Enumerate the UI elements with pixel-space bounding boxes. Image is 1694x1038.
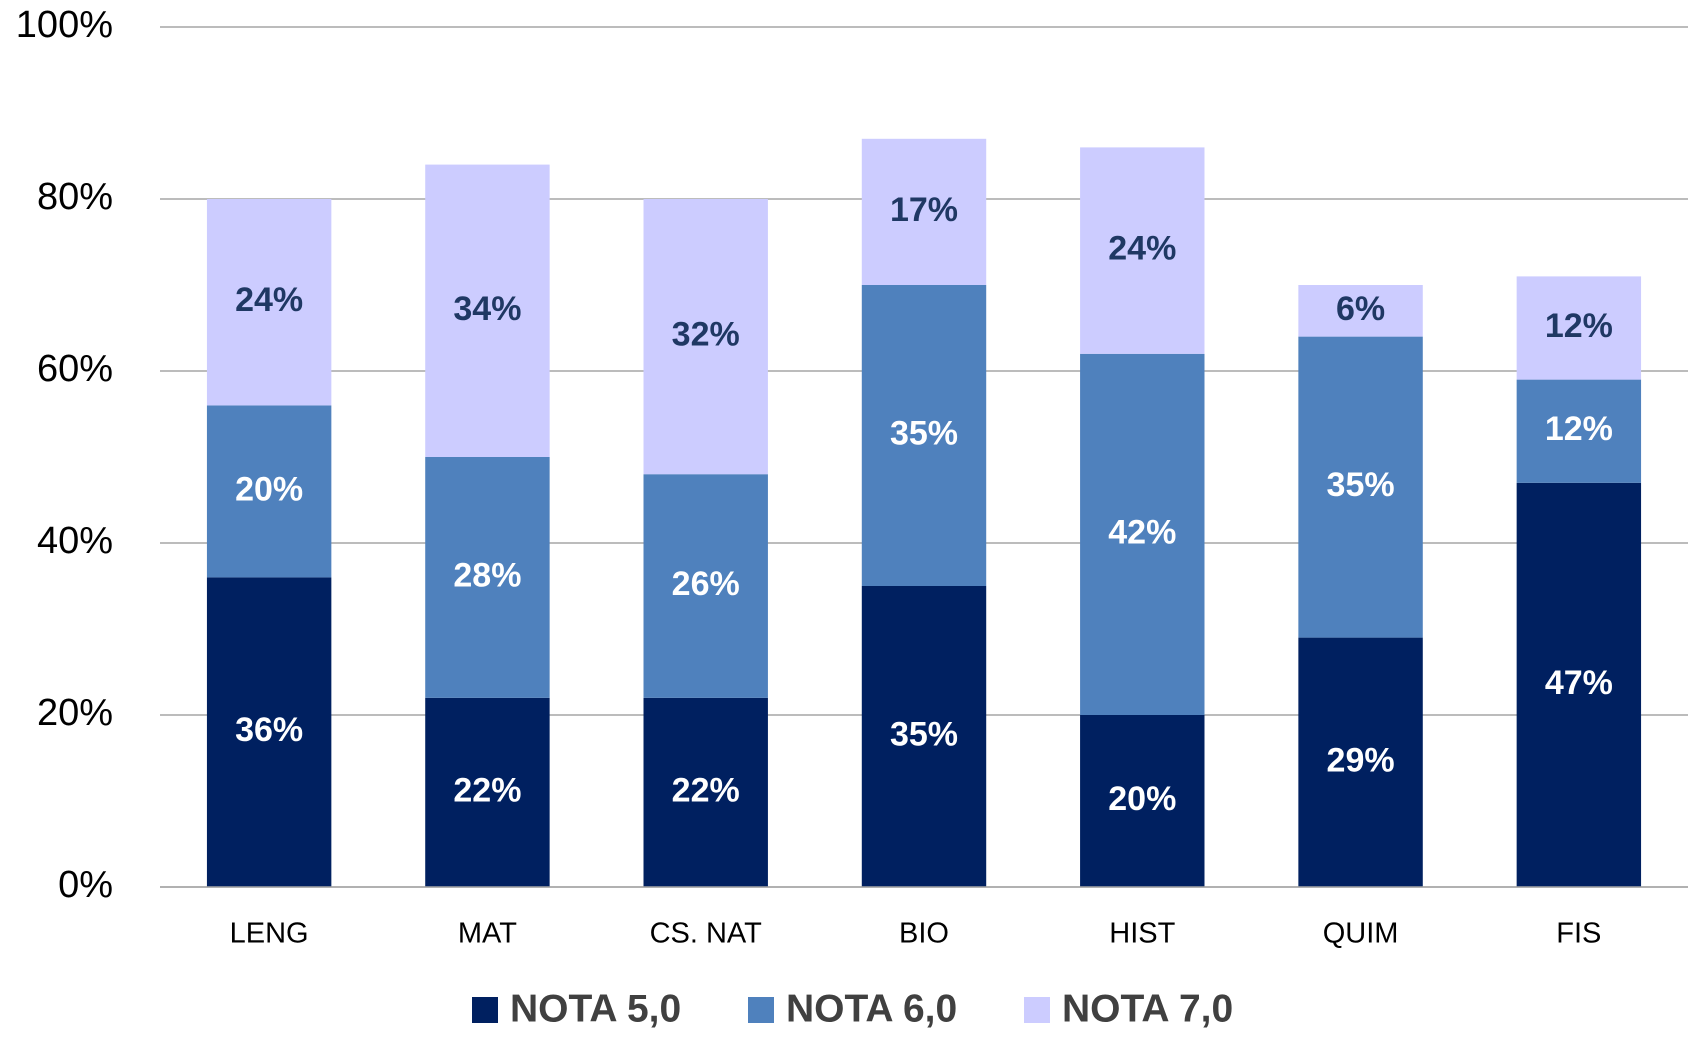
legend-label: NOTA 5,0 (510, 987, 681, 1030)
bar-segment (206, 199, 332, 406)
x-tick-label: BIO (899, 918, 949, 950)
bar-segment (861, 138, 987, 285)
data-label: 6% (1336, 290, 1385, 328)
bar-segment (643, 474, 768, 698)
x-tick-label: MAT (458, 918, 517, 950)
y-tick-label: 60% (37, 348, 113, 390)
legend-label: NOTA 6,0 (786, 987, 957, 1030)
bar-segment (861, 586, 987, 887)
legend-swatch (1024, 997, 1050, 1023)
data-label: 22% (453, 771, 521, 809)
data-label: 29% (1327, 741, 1395, 779)
bar-segment (1298, 336, 1423, 638)
bar-segment (206, 405, 332, 578)
x-tick-label: HIST (1109, 918, 1175, 950)
data-label: 32% (672, 316, 740, 354)
y-tick-label: 40% (37, 520, 113, 562)
data-label: 35% (890, 414, 958, 452)
bar-segment (425, 697, 550, 887)
x-tick-label: LENG (230, 918, 309, 950)
data-label: 22% (672, 771, 740, 809)
bar-segment (1080, 715, 1205, 887)
bar-segment (1080, 353, 1205, 715)
y-tick-label: 80% (37, 176, 113, 218)
bar-segment (643, 697, 768, 887)
y-tick-label: 100% (16, 4, 113, 46)
data-label: 24% (1108, 230, 1176, 268)
data-label: 34% (453, 290, 521, 328)
data-label: 35% (890, 715, 958, 753)
data-label: 47% (1545, 664, 1613, 702)
bar-segment (425, 457, 550, 698)
bar-segment (425, 164, 550, 457)
data-label: 24% (235, 281, 303, 319)
y-tick-label: 0% (58, 864, 113, 906)
legend-swatch (472, 997, 498, 1023)
x-tick-label: FIS (1556, 918, 1601, 950)
data-label: 36% (235, 711, 303, 749)
data-label: 12% (1545, 410, 1613, 448)
data-label: 12% (1545, 307, 1613, 345)
data-label: 26% (672, 565, 740, 603)
legend-swatch (748, 997, 774, 1023)
bar-segment (1080, 147, 1205, 354)
y-tick-label: 20% (37, 692, 113, 734)
bar-segment (1298, 285, 1423, 337)
bar-segment (861, 285, 987, 586)
data-label: 17% (890, 191, 958, 229)
bar-segment (1516, 276, 1642, 380)
bar-segment (1516, 482, 1642, 887)
data-label: 20% (235, 470, 303, 508)
x-tick-label: QUIM (1323, 918, 1399, 950)
legend-label: NOTA 7,0 (1062, 987, 1233, 1030)
data-label: 42% (1108, 513, 1176, 551)
bar-segment (1298, 637, 1423, 887)
bar-segment (206, 577, 332, 887)
x-tick-label: CS. NAT (650, 918, 763, 950)
bar-segment (1516, 379, 1642, 483)
bar-segment (643, 199, 768, 475)
data-label: 20% (1108, 780, 1176, 818)
data-label: 28% (453, 556, 521, 594)
data-label: 35% (1327, 466, 1395, 504)
